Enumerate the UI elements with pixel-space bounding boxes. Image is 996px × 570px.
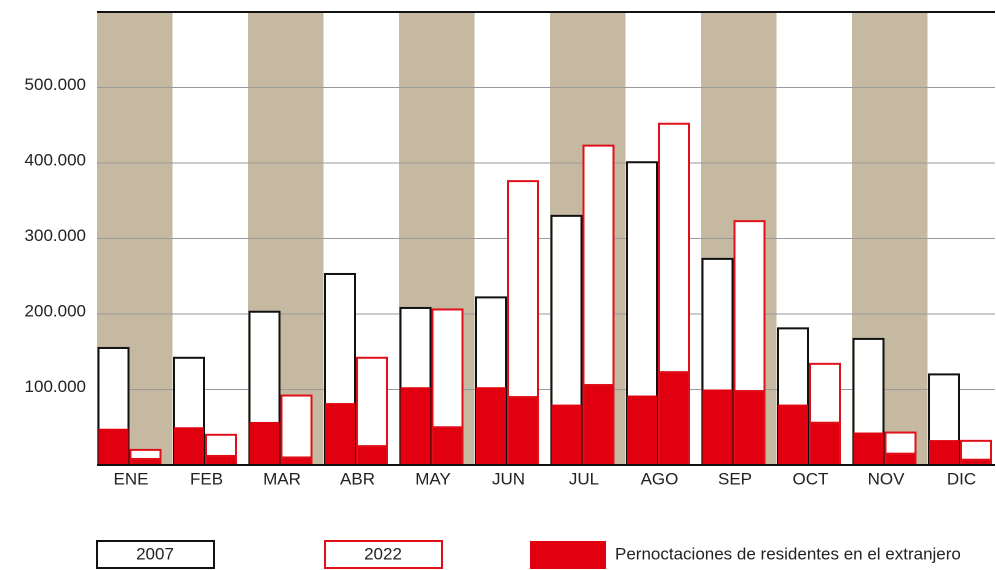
bar-residents: [249, 421, 280, 465]
x-tick-label: ENE: [114, 469, 149, 488]
x-tick-label: JUN: [492, 469, 525, 488]
y-tick-label: 500.000: [25, 75, 86, 94]
bar-residents: [356, 445, 388, 466]
x-tick-label: DIC: [947, 469, 976, 488]
legend-swatch: [96, 540, 215, 569]
x-tick-label: JUL: [569, 469, 599, 488]
bar-residents: [582, 383, 615, 466]
bar-residents: [884, 452, 917, 466]
x-tick-label: AGO: [641, 469, 679, 488]
y-tick-label: 100.000: [25, 377, 86, 396]
bar-residents: [98, 428, 129, 465]
bar-residents: [809, 421, 841, 466]
bar-residents: [280, 456, 313, 467]
x-tick-label: FEB: [190, 469, 223, 488]
bar-residents: [174, 427, 204, 465]
bar-residents: [507, 396, 539, 466]
x-tick-label: SEP: [718, 469, 752, 488]
x-tick-label: OCT: [793, 469, 829, 488]
bar-residents: [929, 440, 959, 465]
legend-label: Pernoctaciones de residentes en el extra…: [615, 544, 961, 563]
bar-residents: [627, 395, 657, 465]
x-tick-label: MAY: [415, 469, 451, 488]
x-tick-label: NOV: [868, 469, 906, 488]
legend-swatch: [324, 540, 443, 569]
y-tick-label: 400.000: [25, 150, 86, 169]
y-tick-label: 200.000: [25, 301, 86, 320]
bar-residents: [205, 454, 237, 467]
bar-residents: [702, 389, 733, 465]
bar-residents: [400, 387, 431, 465]
x-tick-label: MAR: [263, 469, 301, 488]
bar-residents: [325, 403, 355, 465]
bar-residents: [778, 404, 808, 465]
bar-residents: [658, 371, 690, 467]
bar-residents: [551, 404, 582, 465]
bar-residents: [853, 432, 884, 465]
bar-residents: [733, 390, 766, 467]
legend-label: 2007: [136, 544, 174, 563]
bar-residents: [431, 426, 464, 466]
bar-total: [280, 394, 313, 467]
legend-swatch: [530, 541, 606, 569]
x-tick-label: ABR: [340, 469, 375, 488]
legend-label: 2022: [364, 544, 402, 563]
y-tick-label: 300.000: [25, 226, 86, 245]
bar-residents: [476, 387, 506, 465]
